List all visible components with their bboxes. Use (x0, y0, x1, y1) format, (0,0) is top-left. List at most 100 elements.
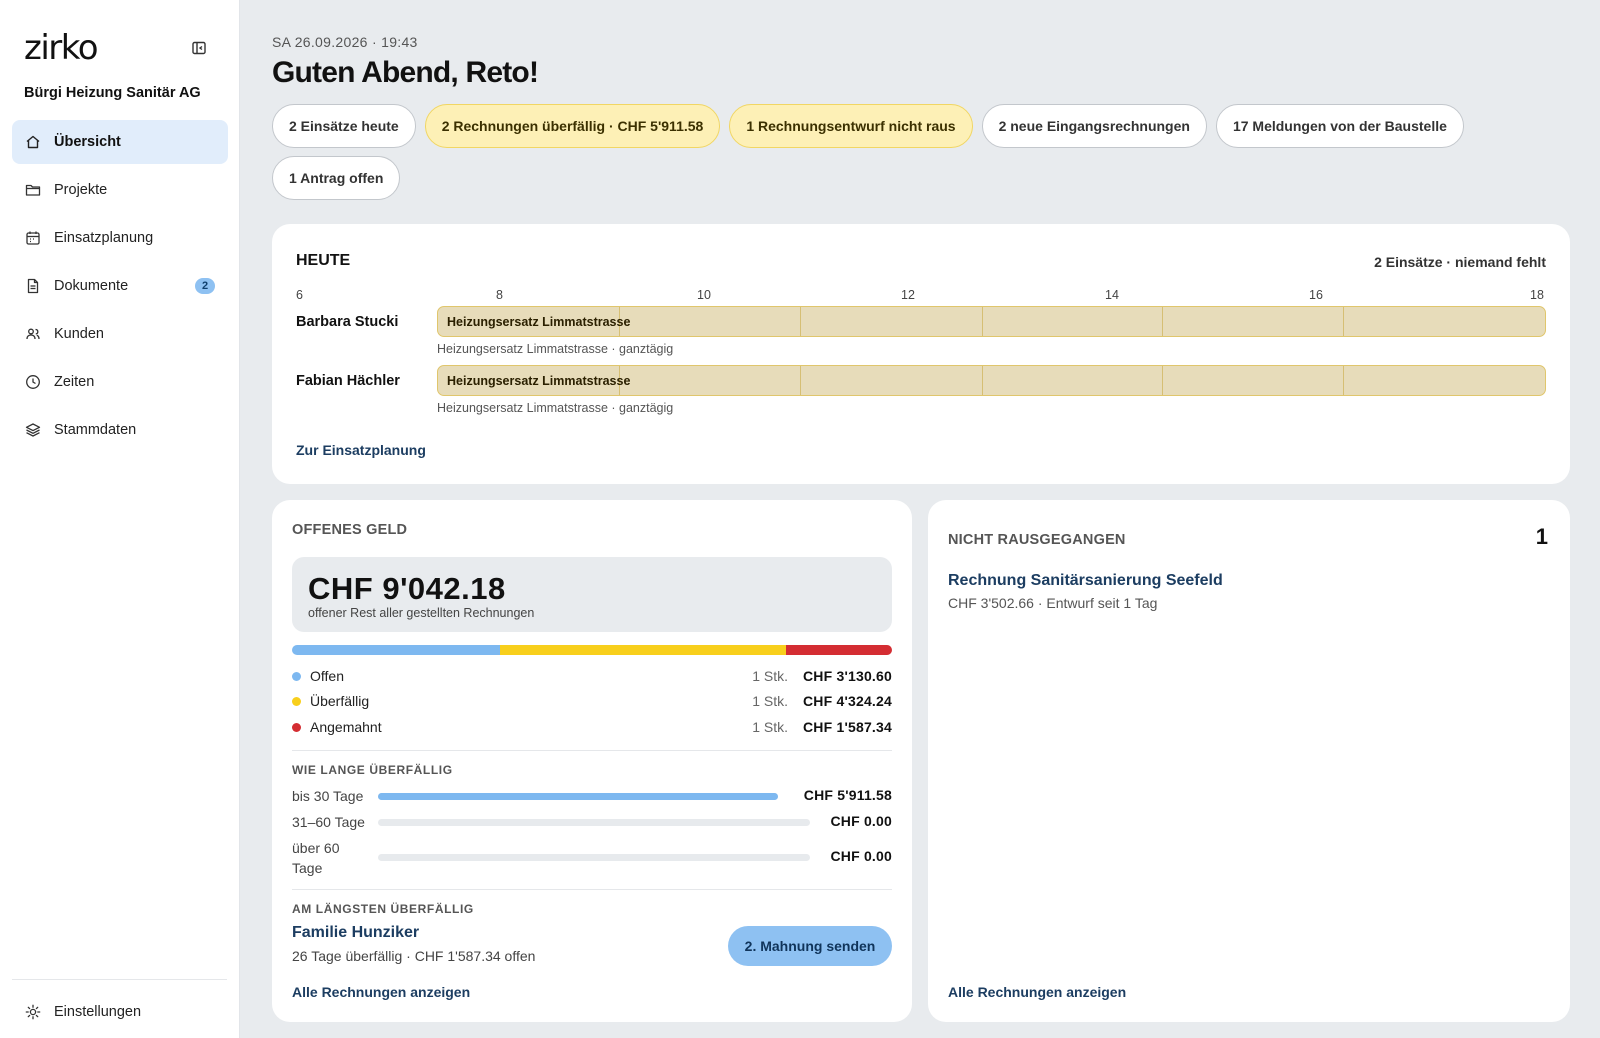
legend-label: Angemahnt (310, 719, 382, 735)
settings-label: Einstellungen (54, 1004, 142, 1020)
legend-row-ueberfaellig: Überfällig 1 Stk. CHF 4'324.24 (292, 692, 892, 712)
document-icon (25, 278, 41, 294)
divider (292, 750, 892, 751)
app-logo[interactable]: zirko (24, 28, 99, 68)
age-bar (378, 819, 810, 826)
nav-item-label: Dokumente (54, 278, 129, 294)
age-amount: CHF 0.00 (830, 813, 892, 829)
age-label: 31–60 Tage (292, 814, 365, 830)
chip-antrag-offen[interactable]: 1 Antrag offen (272, 156, 401, 200)
hour-tick: 12 (901, 288, 915, 302)
divider (292, 889, 892, 890)
legend-label: Offen (310, 668, 344, 684)
nav-item-label: Projekte (54, 182, 108, 198)
nav-item-dokumente[interactable]: Dokumente 2 (12, 264, 228, 308)
nav-item-stammdaten[interactable]: Stammdaten (12, 408, 228, 452)
segment-offen (292, 645, 500, 655)
age-label: über 60 Tage (292, 840, 340, 876)
nav-item-zeiten[interactable]: Zeiten (12, 360, 228, 404)
status-distribution-bar (292, 645, 892, 655)
main-nav: Übersicht Projekte Einsatzplanung Dokume… (12, 120, 228, 456)
page-greeting: Guten Abend, Reto! (272, 56, 539, 89)
legend-count: 1 Stk. (752, 693, 788, 709)
draft-invoice-title[interactable]: Rechnung Sanitärsanierung Seefeld (948, 572, 1223, 589)
chip-baustellen-meldungen[interactable]: 17 Meldungen von der Baustelle (1215, 104, 1464, 148)
hour-tick: 8 (496, 288, 503, 302)
total-open-box: CHF 9'042.18 offener Rest aller gestellt… (292, 557, 892, 632)
link-all-invoices[interactable]: Alle Rechnungen anzeigen (292, 984, 471, 1000)
current-datetime: SA 26.09.2026 · 19:43 (272, 34, 418, 50)
draft-invoice-details: CHF 3'502.66 · Entwurf seit 1 Tag (948, 595, 1158, 611)
folder-icon (25, 182, 41, 198)
overdue-customer-name[interactable]: Familie Hunziker (292, 924, 420, 941)
age-section-title: WIE LANGE ÜBERFÄLLIG (292, 763, 453, 777)
not-sent-card: NICHT RAUSGEGANGEN 1 Rechnung Sanitärsan… (928, 500, 1570, 1022)
nav-item-label: Kunden (54, 326, 104, 342)
nav-item-label: Einsatzplanung (54, 230, 154, 246)
hour-tick: 16 (1309, 288, 1323, 302)
age-label: bis 30 Tage (292, 788, 364, 804)
total-open-amount: CHF 9'042.18 (308, 571, 506, 606)
schedule-summary: 2 Einsätze · niemand fehlt (1374, 254, 1546, 270)
sidebar-divider (12, 979, 227, 980)
not-sent-count: 1 (1535, 524, 1548, 549)
longest-overdue-title: AM LÄNGSTEN ÜBERFÄLLIG (292, 902, 474, 916)
status-dot (292, 723, 301, 732)
legend-amount: CHF 3'130.60 (803, 668, 892, 684)
clock-icon (25, 374, 41, 390)
legend-label: Überfällig (310, 693, 370, 709)
today-schedule-card: HEUTE 2 Einsätze · niemand fehlt 6 8 10 … (272, 224, 1570, 484)
hour-tick: 18 (1530, 288, 1544, 302)
legend-row-angemahnt: Angemahnt 1 Stk. CHF 1'587.34 (292, 718, 892, 738)
status-dot (292, 672, 301, 681)
company-name: Bürgi Heizung Sanitär AG (24, 85, 201, 101)
collapse-sidebar-icon[interactable] (189, 38, 209, 58)
send-reminder-button[interactable]: 2. Mahnung senden (728, 926, 892, 966)
legend-count: 1 Stk. (752, 719, 788, 735)
timeline: 6 8 10 12 14 16 18 Barbara Stucki Heizun… (296, 288, 1546, 428)
chip-rechnungsentwurf[interactable]: 1 Rechnungsentwurf nicht raus (729, 104, 973, 148)
nav-item-kunden[interactable]: Kunden (12, 312, 228, 356)
nav-item-uebersicht[interactable]: Übersicht (12, 120, 228, 164)
dokumente-count-badge: 2 (195, 278, 215, 294)
nav-item-einsatzplanung[interactable]: Einsatzplanung (12, 216, 228, 260)
users-icon (25, 326, 41, 342)
assignment-subtitle: Heizungsersatz Limmatstrasse · ganztägig (437, 401, 674, 415)
chip-einsaetze-heute[interactable]: 2 Einsätze heute (272, 104, 416, 148)
age-row: bis 30 Tage CHF 5'911.58 (292, 786, 892, 806)
hour-tick: 10 (697, 288, 711, 302)
home-icon (25, 134, 41, 150)
card-title: NICHT RAUSGEGANGEN (948, 532, 1126, 548)
chip-eingangsrechnungen[interactable]: 2 neue Eingangsrechnungen (981, 104, 1207, 148)
legend-amount: CHF 4'324.24 (803, 693, 892, 709)
legend-amount: CHF 1'587.34 (803, 719, 892, 735)
card-title: OFFENES GELD (292, 522, 408, 538)
open-money-card: OFFENES GELD CHF 9'042.18 offener Rest a… (272, 500, 912, 1022)
nav-item-projekte[interactable]: Projekte (12, 168, 228, 212)
nav-item-einstellungen[interactable]: Einstellungen (12, 992, 228, 1032)
link-einsatzplanung[interactable]: Zur Einsatzplanung (296, 442, 426, 458)
hour-tick: 6 (296, 288, 303, 302)
age-row: 31–60 Tage CHF 0.00 (292, 812, 892, 832)
age-amount: CHF 0.00 (830, 848, 892, 864)
total-open-caption: offener Rest aller gestellten Rechnungen (308, 606, 535, 620)
nav-item-label: Stammdaten (54, 422, 137, 438)
employee-name: Fabian Hächler (296, 373, 400, 389)
layers-icon (25, 422, 41, 438)
assignment-bar[interactable]: Heizungsersatz Limmatstrasse (437, 365, 1546, 396)
segment-angemahnt (786, 645, 892, 655)
legend-row-offen: Offen 1 Stk. CHF 3'130.60 (292, 667, 892, 687)
segment-ueberfaellig (499, 645, 787, 655)
link-all-invoices[interactable]: Alle Rechnungen anzeigen (948, 984, 1127, 1000)
status-chips: 2 Einsätze heute 2 Rechnungen überfällig… (272, 104, 1570, 200)
assignment-label: Heizungsersatz Limmatstrasse (447, 374, 631, 388)
assignment-bar[interactable]: Heizungsersatz Limmatstrasse (437, 306, 1546, 337)
card-title: HEUTE (296, 252, 351, 269)
employee-name: Barbara Stucki (296, 314, 399, 330)
assignment-label: Heizungsersatz Limmatstrasse (447, 315, 631, 329)
gear-icon (25, 1004, 41, 1020)
hour-tick: 14 (1105, 288, 1119, 302)
chip-rechnungen-ueberfaellig[interactable]: 2 Rechnungen überfällig · CHF 5'911.58 (424, 104, 721, 148)
sidebar: zirko Bürgi Heizung Sanitär AG Übersicht… (0, 0, 240, 1038)
nav-item-label: Übersicht (54, 134, 121, 150)
